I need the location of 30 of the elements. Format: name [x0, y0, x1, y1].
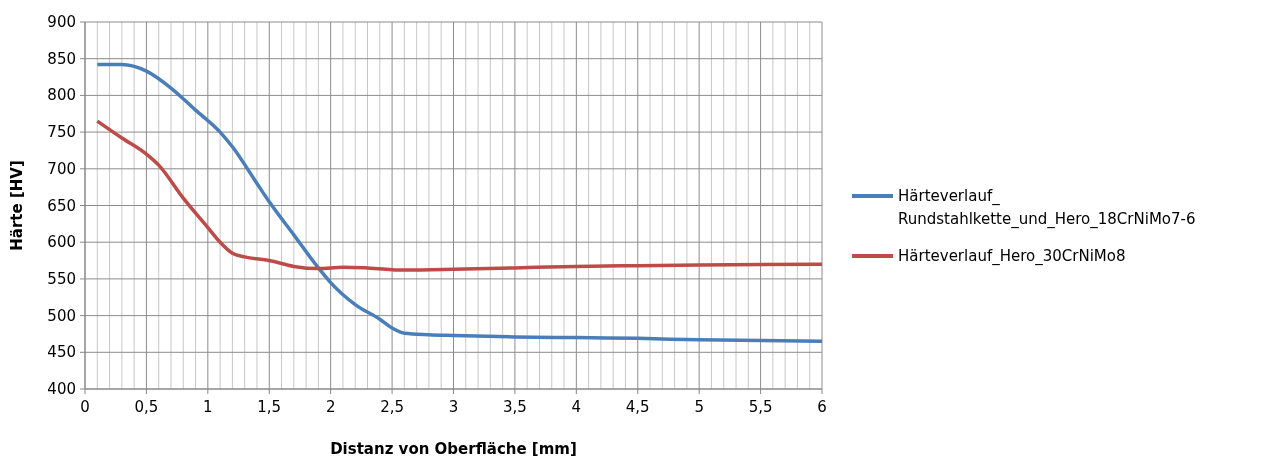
x-tick-label: 1 — [203, 398, 213, 416]
x-tick-label: 4,5 — [625, 398, 650, 416]
y-tick-label: 500 — [47, 306, 76, 325]
y-tick-label: 800 — [47, 86, 76, 105]
line-series — [95, 62, 824, 344]
line-series — [95, 119, 824, 272]
y-tick-label: 600 — [47, 233, 76, 252]
x-tick-label: 0,5 — [134, 398, 159, 416]
y-tick-label: 750 — [47, 123, 76, 142]
y-tick-label: 850 — [47, 49, 76, 68]
x-tick-label: 5,5 — [748, 398, 773, 416]
x-tick-label: 2 — [325, 398, 336, 416]
y-tick-label: 400 — [47, 380, 76, 398]
x-tick-label: 0 — [80, 398, 90, 416]
x-axis-title: Distanz von Oberfläche [mm] — [330, 440, 577, 458]
legend-label: Härteverlauf_ Rundstahlkette_und_Hero_18CrNiMo7-6 — [898, 187, 1196, 229]
y-tick-label: 700 — [47, 159, 76, 178]
x-tick-label: 1,5 — [257, 398, 282, 416]
x-tick-label: 6 — [817, 398, 827, 416]
x-tick-label: 2,5 — [380, 398, 405, 416]
x-tick-label: 3 — [448, 398, 459, 416]
x-tick-label: 4 — [571, 398, 582, 416]
y-axis-title: Härte [HV] — [8, 160, 26, 251]
x-tick-label: 3,5 — [502, 398, 527, 416]
y-tick-label: 550 — [47, 269, 76, 288]
y-tick-label: 650 — [47, 196, 76, 215]
legend-label: Härteverlauf_Hero_30CrNiMo8 — [898, 247, 1126, 266]
y-tick-label: 900 — [47, 13, 76, 31]
x-tick-label: 5 — [694, 398, 704, 416]
y-tick-label: 450 — [47, 343, 76, 362]
